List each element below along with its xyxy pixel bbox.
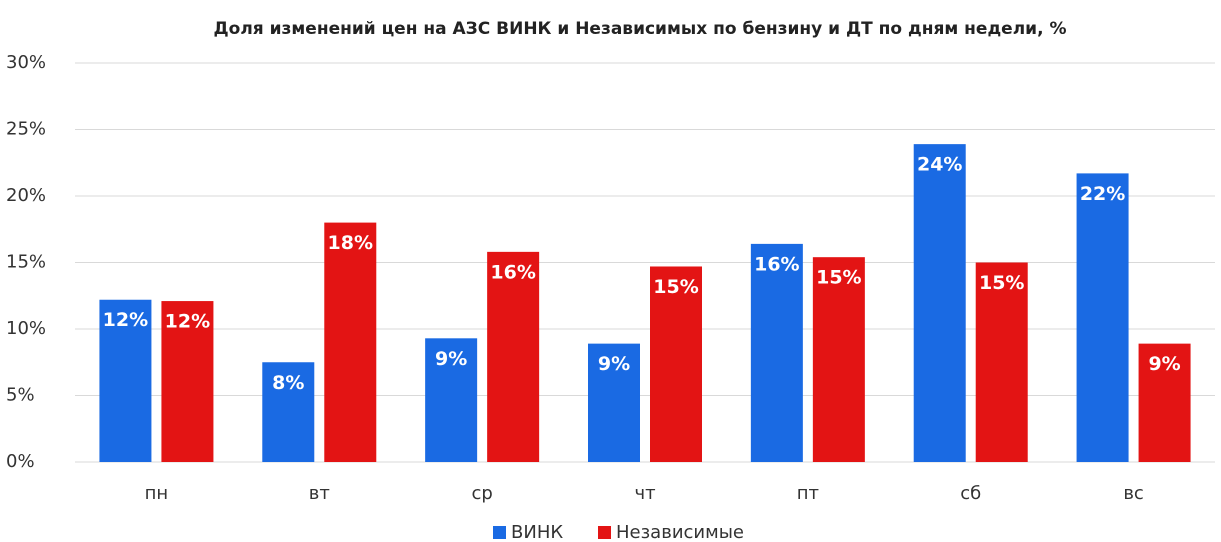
- y-tick-label: 30%: [6, 52, 46, 73]
- bar: [1076, 173, 1129, 462]
- data-label: 22%: [1080, 183, 1125, 205]
- x-tick-label: пн: [145, 483, 169, 504]
- y-tick-label: 20%: [6, 185, 46, 206]
- data-label: 8%: [272, 372, 304, 394]
- data-label: 15%: [979, 272, 1024, 294]
- bar: [324, 222, 377, 462]
- bar: [99, 299, 152, 462]
- bar: [1138, 343, 1191, 462]
- x-tick-label: ср: [471, 483, 492, 504]
- legend-label: ВИНК: [511, 522, 563, 542]
- bar: [425, 338, 478, 462]
- legend-swatch: [493, 526, 506, 539]
- x-tick-label: пт: [797, 483, 819, 504]
- bar: [975, 262, 1028, 462]
- x-tick-label: сб: [960, 483, 981, 504]
- data-label: 15%: [816, 267, 861, 289]
- data-label: 9%: [598, 353, 630, 375]
- legend-swatch: [598, 526, 611, 539]
- data-label: 9%: [1148, 353, 1180, 375]
- data-label: 9%: [435, 348, 467, 370]
- data-label: 12%: [103, 309, 148, 331]
- y-tick-label: 15%: [6, 252, 46, 273]
- bar: [487, 251, 540, 462]
- y-tick-label: 10%: [6, 318, 46, 339]
- data-label: 24%: [917, 154, 962, 176]
- y-tick-label: 25%: [6, 119, 46, 140]
- x-tick-label: чт: [634, 483, 655, 504]
- x-tick-label: вс: [1123, 483, 1144, 504]
- bar: [650, 266, 702, 462]
- y-tick-label: 0%: [6, 451, 35, 472]
- bar: [750, 243, 803, 462]
- legend-label: Независимые: [616, 522, 744, 542]
- data-label: 16%: [490, 261, 535, 283]
- chart-title: Доля изменений цен на АЗС ВИНК и Независ…: [214, 19, 1067, 39]
- data-label: 18%: [328, 232, 373, 254]
- bar: [262, 362, 315, 462]
- bar: [161, 301, 214, 462]
- bar: [812, 257, 865, 462]
- data-label: 16%: [754, 253, 799, 275]
- bar: [588, 343, 640, 462]
- bar: [913, 144, 966, 462]
- data-label: 15%: [653, 276, 698, 298]
- y-tick-label: 5%: [6, 385, 35, 406]
- data-label: 12%: [165, 311, 210, 333]
- x-tick-label: вт: [309, 483, 330, 504]
